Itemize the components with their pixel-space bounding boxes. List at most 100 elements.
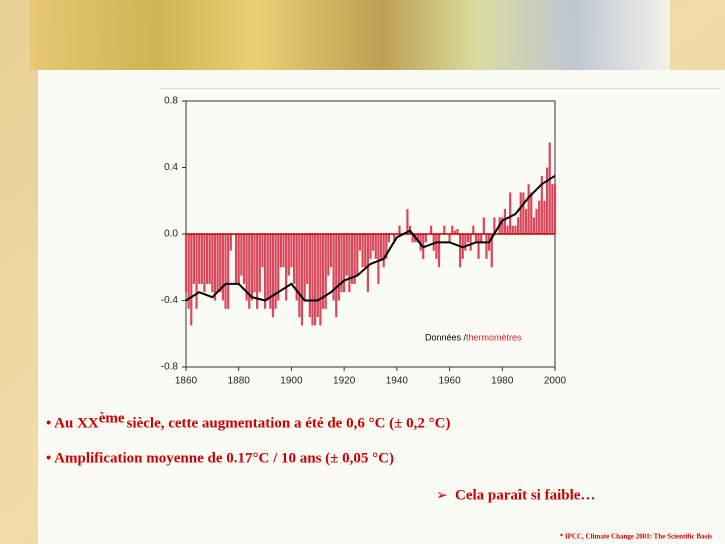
bar (480, 234, 483, 243)
bar (227, 234, 230, 309)
bar (474, 234, 478, 243)
y-tick-label: -0.4 (161, 295, 179, 306)
bar (501, 217, 504, 234)
bar (385, 234, 388, 259)
bar (343, 234, 346, 293)
bar (224, 234, 227, 309)
x-tick-label: 1920 (333, 376, 356, 387)
bar (221, 234, 224, 301)
bar (324, 234, 327, 309)
banner (30, 0, 670, 70)
bar (292, 234, 296, 284)
bar (253, 234, 256, 293)
bar (319, 234, 322, 326)
x-tick-label: 2000 (544, 376, 567, 387)
bar (290, 234, 293, 268)
bar (195, 234, 198, 309)
bar (234, 234, 238, 284)
bar (466, 234, 470, 243)
bar (298, 234, 301, 318)
bar (245, 234, 248, 301)
bar (350, 234, 354, 284)
bar (511, 225, 514, 234)
bar (437, 234, 441, 268)
bar (548, 142, 551, 234)
annotation: thermomètres (466, 332, 522, 342)
bar (485, 234, 488, 259)
superscript: ème (99, 410, 125, 426)
bar (503, 209, 507, 234)
bar (514, 225, 517, 234)
bar (382, 234, 385, 268)
text-block: • Au XX ème siècle, cette augmentation a … (46, 410, 712, 540)
bar (527, 184, 530, 234)
bar (321, 234, 325, 309)
bar (545, 167, 549, 234)
bar (213, 234, 217, 301)
bar (303, 234, 306, 301)
chart: -0.8 -0.4 0.0 0.4 0.8 1860 1880 1900 1920 1940 196… (161, 96, 567, 387)
arrow-bullet: ➢ (436, 487, 448, 503)
bar (456, 229, 459, 234)
bar (364, 234, 367, 268)
x-tick-label: 1860 (175, 376, 198, 387)
conclusion: Cela paraît si faible… (455, 487, 595, 503)
bar (274, 234, 277, 309)
bar (377, 234, 380, 284)
bar (211, 234, 214, 293)
bar (430, 225, 433, 234)
bar (258, 234, 261, 293)
bar (459, 234, 462, 268)
bar (419, 234, 422, 251)
bar (219, 234, 222, 293)
bar (353, 234, 356, 284)
bar (379, 234, 383, 259)
bar (538, 200, 541, 234)
smoothed-line (185, 174, 556, 302)
bar (551, 184, 554, 234)
bar (187, 234, 190, 309)
bar (287, 234, 290, 276)
bar (229, 234, 232, 251)
bar (543, 200, 546, 234)
bar (184, 234, 188, 293)
bar (509, 192, 512, 234)
bar (340, 234, 343, 293)
x-tick-label: 1980 (491, 376, 514, 387)
frame-line (160, 88, 720, 89)
bar (277, 234, 280, 301)
bar (358, 234, 362, 251)
bar (250, 234, 253, 301)
bar (205, 234, 209, 284)
bar (416, 234, 420, 243)
bar (356, 234, 359, 276)
bar (208, 234, 211, 284)
bar (266, 234, 269, 301)
bar (242, 234, 246, 284)
bar (263, 234, 267, 309)
bar (393, 234, 396, 243)
x-tick-label: 1940 (386, 376, 409, 387)
bullet-text: siècle, cette augmentation a été de 0,6 … (127, 415, 451, 431)
y-tick-label: 0.8 (164, 96, 178, 107)
bar (240, 234, 243, 276)
bar (192, 234, 196, 284)
bar (316, 234, 319, 318)
bar (366, 234, 369, 293)
bar (435, 234, 438, 259)
bar (308, 234, 311, 318)
bar (348, 234, 351, 293)
bar (216, 234, 219, 293)
bar (300, 234, 304, 326)
bar (369, 234, 372, 259)
bar (406, 209, 409, 234)
bar (374, 234, 377, 259)
bar (261, 234, 264, 268)
bar (472, 225, 475, 234)
bar (451, 225, 454, 234)
bar (530, 192, 533, 234)
y-tick-label: 0.0 (164, 229, 178, 240)
bar (311, 234, 314, 326)
bar (203, 234, 206, 293)
